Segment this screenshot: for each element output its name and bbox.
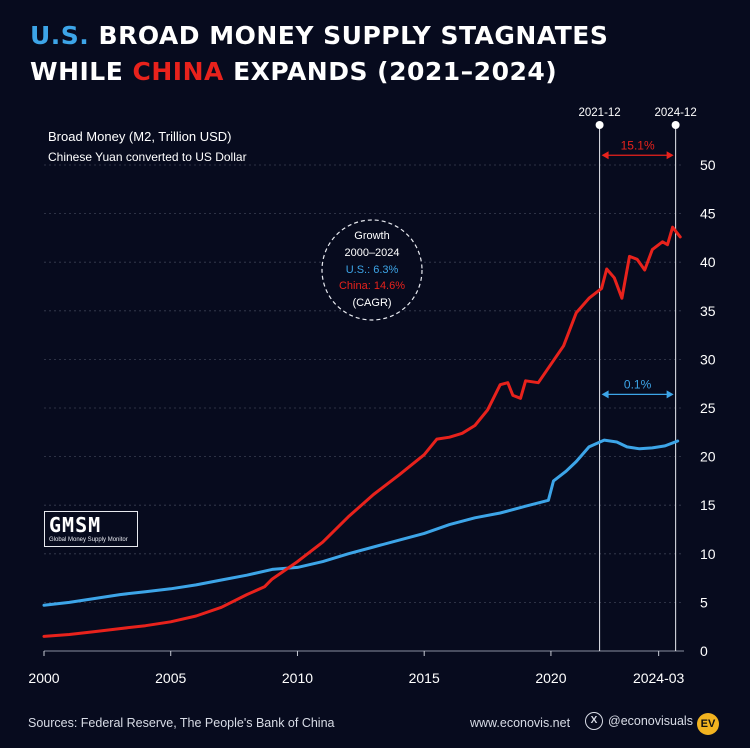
title-us-word: U.S. xyxy=(30,21,90,50)
ev-logo: EV xyxy=(697,713,719,735)
gmsm-logo-small: Global Money Supply Monitor xyxy=(49,537,128,543)
marker-dot xyxy=(671,121,680,129)
y-tick-label: 15 xyxy=(700,497,716,513)
y-tick-label: 50 xyxy=(700,157,716,173)
annotation-arrowhead xyxy=(601,390,609,399)
series-lines xyxy=(42,225,682,638)
x-tick-label: 2005 xyxy=(155,670,186,686)
x-tick-label: 2020 xyxy=(535,670,566,686)
cagr-line-2: 2000–2024 xyxy=(344,247,399,259)
gmsm-logo-big: GMSM xyxy=(49,513,102,537)
title-part-3: EXPANDS (2021–2024) xyxy=(223,57,558,86)
annotation-arrowhead xyxy=(666,151,674,160)
title-china-word: CHINA xyxy=(132,57,224,86)
y-tick-label: 40 xyxy=(700,254,716,270)
growth-annotations: 15.1% 0.1% xyxy=(601,138,674,399)
y-tick-label: 30 xyxy=(700,351,716,367)
chart-subtitle-1: Broad Money (M2, Trillion USD) xyxy=(48,129,232,144)
cagr-us: U.S.: 6.3% xyxy=(346,264,399,276)
y-tick-label: 25 xyxy=(700,400,716,416)
chart-title: U.S. BROAD MONEY SUPPLY STAGNATES WHILE … xyxy=(30,18,608,90)
y-tick-label: 20 xyxy=(700,449,716,465)
y-tick-label: 10 xyxy=(700,546,716,562)
cagr-line-1: Growth xyxy=(354,230,389,242)
series-line-china xyxy=(42,225,682,638)
x-tick-label: 2010 xyxy=(282,670,313,686)
social-handle-text: @econovisuals xyxy=(608,714,693,728)
cagr-badge: Growth 2000–2024 U.S.: 6.3% China: 14.6%… xyxy=(321,219,423,321)
x-icon: X xyxy=(585,712,603,730)
y-tick-label: 35 xyxy=(700,303,716,319)
chart-subtitle-2: Chinese Yuan converted to US Dollar xyxy=(48,150,247,164)
annotation-arrowhead xyxy=(666,390,674,399)
title-part-1: BROAD MONEY SUPPLY STAGNATES xyxy=(89,21,609,50)
y-tick-label: 0 xyxy=(700,643,708,659)
social-handle[interactable]: X @econovisuals xyxy=(585,712,693,730)
x-tick-label: 2024-03 xyxy=(633,670,685,686)
x-tick-label: 2015 xyxy=(409,670,440,686)
x-tick-label: 2000 xyxy=(28,670,59,686)
marker-dot xyxy=(595,121,604,129)
cagr-china: China: 14.6% xyxy=(339,280,405,292)
y-tick-label: 5 xyxy=(700,594,708,610)
date-markers: 2021-12 2024-12 xyxy=(578,107,697,651)
marker-label: 2024-12 xyxy=(655,107,697,119)
x-axis: 2000 2005 2010 2015 2020 2024-03 xyxy=(28,651,685,686)
marker-label: 2021-12 xyxy=(578,107,620,119)
y-axis: 0 5 10 15 20 25 30 35 40 45 50 xyxy=(700,157,716,659)
annotation-label: 15.1% xyxy=(621,138,655,152)
series-line-us xyxy=(42,438,680,607)
title-line-1: U.S. BROAD MONEY SUPPLY STAGNATES xyxy=(30,18,608,54)
y-tick-label: 45 xyxy=(700,206,716,222)
sources-text: Sources: Federal Reserve, The People's B… xyxy=(28,716,335,730)
cagr-circle xyxy=(321,219,423,321)
website-link[interactable]: www.econovis.net xyxy=(470,716,571,730)
title-part-2: WHILE xyxy=(30,57,133,86)
annotation-arrowhead xyxy=(601,151,609,160)
title-line-2: WHILE CHINA EXPANDS (2021–2024) xyxy=(30,54,608,90)
annotation-label: 0.1% xyxy=(624,377,652,391)
gmsm-logo: GMSM Global Money Supply Monitor xyxy=(44,511,138,547)
cagr-note: (CAGR) xyxy=(352,297,391,309)
